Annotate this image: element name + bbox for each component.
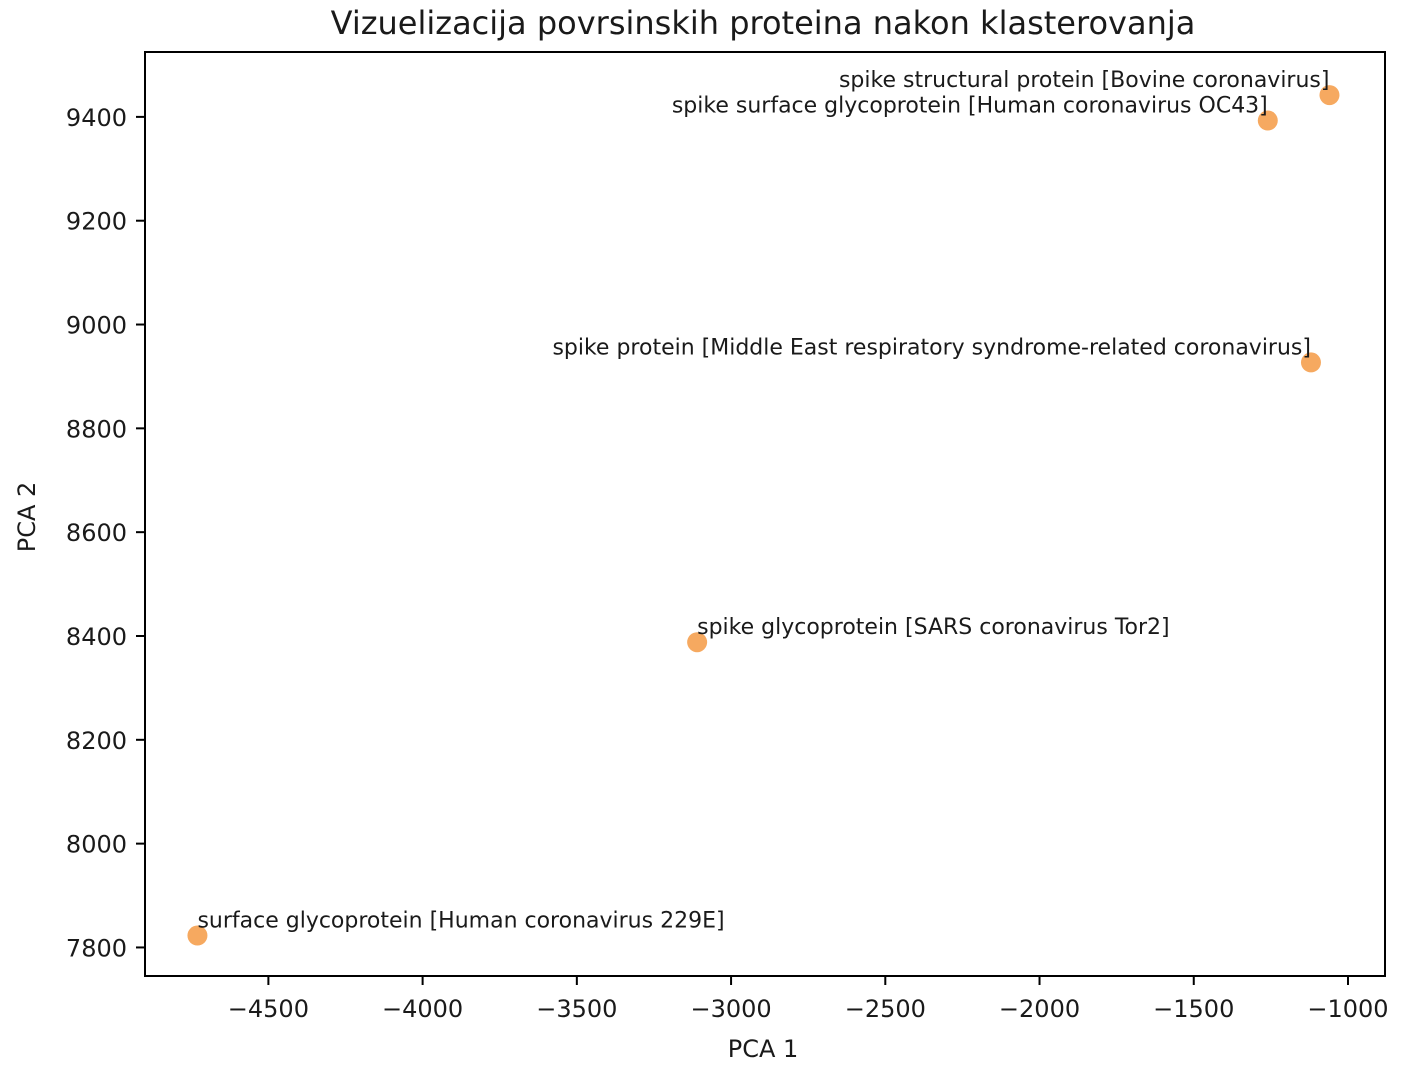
- data-points: [187, 85, 1340, 946]
- data-point-label: spike structural protein [Bovine coronav…: [839, 68, 1330, 93]
- chart-title: Vizuelizacija povrsinskih proteina nakon…: [331, 4, 1196, 42]
- data-point-label: spike glycoprotein [SARS coronavirus Tor…: [697, 615, 1169, 640]
- y-axis-label: PCA 2: [13, 482, 41, 553]
- y-tick-label: 9400: [66, 104, 127, 132]
- data-point-label: spike surface glycoprotein [Human corona…: [672, 94, 1268, 119]
- x-tick-label: −1500: [1153, 995, 1234, 1023]
- y-tick-label: 9200: [66, 208, 127, 236]
- data-point-label: spike protein [Middle East respiratory s…: [552, 335, 1311, 360]
- data-point: [1319, 85, 1340, 106]
- x-tick-label: −3500: [536, 995, 617, 1023]
- x-axis-ticks: −4500 −4000 −3500 −3000 −2500 −2000 −1500 −1000: [228, 976, 1389, 1023]
- x-axis-label: PCA 1: [728, 1035, 799, 1063]
- y-tick-label: 7800: [66, 934, 127, 962]
- x-tick-label: −1000: [1307, 995, 1388, 1023]
- x-tick-label: −2000: [999, 995, 1080, 1023]
- y-axis-ticks: 7800 8000 8200 8400 8600 8800 9000 9200 9400: [66, 104, 145, 962]
- data-point: [1257, 110, 1278, 131]
- x-tick-label: −4500: [228, 995, 309, 1023]
- point-labels: spike structural protein [Bovine coronav…: [197, 68, 1329, 933]
- x-tick-label: −3000: [690, 995, 771, 1023]
- x-tick-label: −4000: [382, 995, 463, 1023]
- data-point: [1300, 352, 1321, 373]
- x-tick-label: −2500: [845, 995, 926, 1023]
- plot-area: −4500 −4000 −3500 −3000 −2500 −2000 −1500 −1000…: [66, 51, 1389, 1023]
- plot-frame: [144, 51, 1386, 977]
- y-tick-label: 8200: [66, 727, 127, 755]
- y-tick-label: 9000: [66, 312, 127, 340]
- data-point: [187, 925, 208, 946]
- data-point: [687, 632, 708, 653]
- y-tick-label: 8000: [66, 831, 127, 859]
- data-point-label: surface glycoprotein [Human coronavirus …: [197, 909, 724, 934]
- y-tick-label: 8600: [66, 519, 127, 547]
- y-tick-label: 8400: [66, 623, 127, 651]
- y-tick-label: 8800: [66, 415, 127, 443]
